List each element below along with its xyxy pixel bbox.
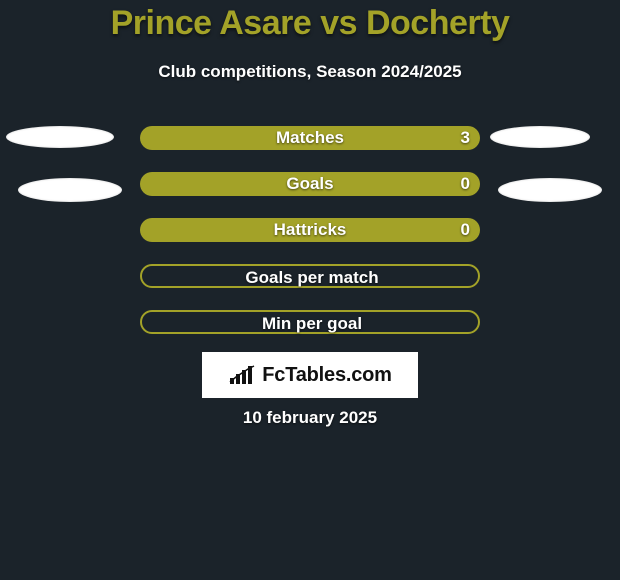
stat-bar-label: Goals per match [142, 268, 482, 288]
comparison-title: Prince Asare vs Docherty [0, 4, 620, 43]
stat-bar-label: Min per goal [142, 314, 482, 334]
fctables-logo-text: FcTables.com [262, 364, 392, 387]
player-placeholder-ellipse [18, 178, 122, 202]
snapshot-date: 10 february 2025 [0, 408, 620, 428]
fctables-logo-box: FcTables.com [202, 352, 418, 398]
stat-bar: Goals per match [140, 264, 480, 288]
stat-bar-label: Matches [140, 128, 480, 148]
stat-bar: Goals0 [140, 172, 480, 196]
stat-bar-label: Hattricks [140, 220, 480, 240]
stat-bar-value: 0 [461, 220, 470, 240]
stat-bar: Hattricks0 [140, 218, 480, 242]
comparison-subtitle: Club competitions, Season 2024/2025 [0, 62, 620, 82]
stat-bar-label: Goals [140, 174, 480, 194]
player-placeholder-ellipse [6, 126, 114, 148]
stat-bar: Min per goal [140, 310, 480, 334]
stat-bar-value: 3 [461, 128, 470, 148]
player-placeholder-ellipse [490, 126, 590, 148]
player-placeholder-ellipse [498, 178, 602, 202]
stat-bar-value: 0 [461, 174, 470, 194]
stat-bar: Matches3 [140, 126, 480, 150]
bar-chart-icon [228, 364, 256, 386]
